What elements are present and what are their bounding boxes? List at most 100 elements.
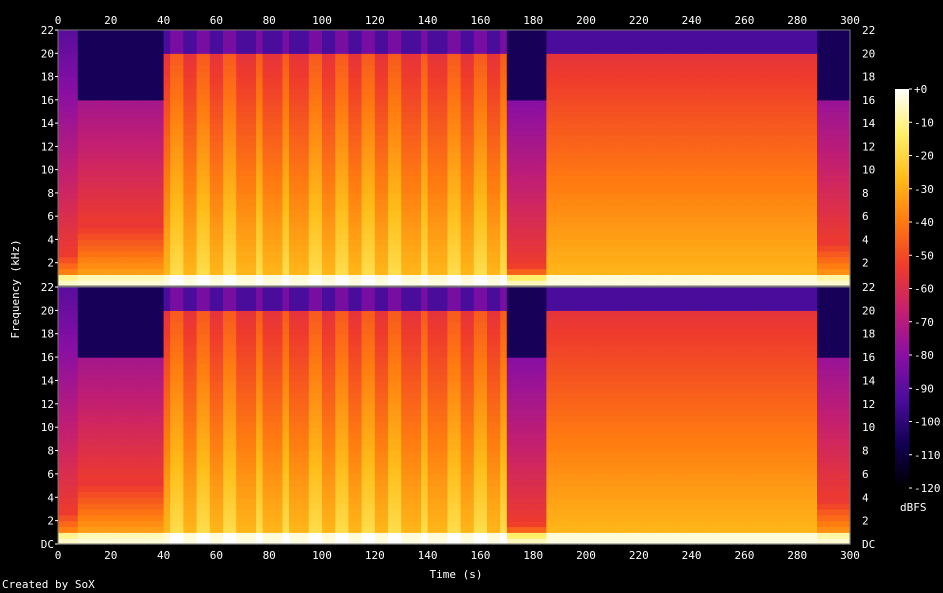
x-tick-label: 300	[840, 549, 860, 562]
y-tick-label: 14	[41, 117, 55, 130]
y-tick-label: 14	[862, 374, 876, 387]
colorbar-tick-label: -90	[914, 382, 934, 395]
x-tick-label: 240	[682, 549, 702, 562]
x-tick-label: 220	[629, 549, 649, 562]
colorbar-tick-label: -50	[914, 249, 934, 262]
x-tick-label: 20	[104, 14, 117, 27]
x-tick-label: 40	[157, 549, 170, 562]
y-tick-label: 18	[41, 328, 54, 341]
y-tick-label: 22	[41, 24, 54, 37]
y-tick-label: 10	[41, 421, 54, 434]
colorbar-tick-label: -100	[914, 416, 941, 429]
y-tick-label: 2	[47, 257, 54, 270]
colorbar-tick-label: -80	[914, 349, 934, 362]
y-tick-label: 22	[862, 24, 875, 37]
y-tick-label: 2	[862, 515, 869, 528]
x-tick-label: 140	[418, 14, 438, 27]
y-tick-label: 16	[862, 94, 875, 107]
x-tick-label: 280	[787, 549, 807, 562]
x-tick-label: 80	[263, 14, 276, 27]
y-tick-label: 4	[862, 491, 869, 504]
y-tick-label: 12	[41, 140, 54, 153]
x-axis-label: Time (s)	[430, 568, 483, 581]
y-tick-label: 6	[862, 210, 869, 223]
y-tick-label: 8	[862, 445, 869, 458]
y-tick-label: DC	[862, 538, 875, 551]
x-tick-label: 120	[365, 549, 385, 562]
x-tick-label: 160	[470, 14, 490, 27]
x-tick-label: 80	[263, 549, 276, 562]
y-tick-label: 6	[47, 210, 54, 223]
y-tick-label: 20	[41, 47, 54, 60]
y-tick-label: 22	[41, 281, 54, 294]
colorbar-tick-label: -70	[914, 316, 934, 329]
x-tick-label: 180	[523, 14, 543, 27]
colorbar-tick-label: -120	[914, 482, 941, 495]
x-tick-label: 200	[576, 14, 596, 27]
y-tick-label: 12	[41, 398, 54, 411]
y-tick-label: DC	[41, 538, 54, 551]
credit-text: Created by SoX	[2, 578, 95, 591]
y-tick-label: 18	[41, 71, 54, 84]
x-tick-label: 260	[734, 14, 754, 27]
x-tick-label: 180	[523, 549, 543, 562]
y-tick-label: 20	[41, 304, 54, 317]
colorbar-tick-label: -60	[914, 283, 934, 296]
y-tick-label: 4	[47, 233, 54, 246]
x-tick-label: 0	[55, 549, 62, 562]
y-tick-label: 16	[41, 351, 54, 364]
y-tick-label: 16	[862, 351, 875, 364]
y-tick-label: 12	[862, 398, 875, 411]
x-tick-label: 300	[840, 14, 860, 27]
y-tick-label: 2	[47, 515, 54, 528]
x-tick-label: 260	[734, 549, 754, 562]
y-tick-label: 6	[47, 468, 54, 481]
x-tick-label: 100	[312, 14, 332, 27]
y-tick-label: 14	[41, 374, 55, 387]
y-tick-label: 4	[47, 491, 54, 504]
x-tick-label: 100	[312, 549, 332, 562]
x-tick-label: 60	[210, 14, 223, 27]
colorbar-tick-label: -20	[914, 150, 934, 163]
y-tick-label: 20	[862, 304, 875, 317]
x-tick-label: 0	[55, 14, 62, 27]
x-tick-label: 160	[470, 549, 490, 562]
colorbar-tick-label: +0	[914, 83, 927, 96]
y-tick-label: 8	[862, 187, 869, 200]
x-tick-label: 200	[576, 549, 596, 562]
x-tick-label: 40	[157, 14, 170, 27]
y-tick-label: 18	[862, 328, 875, 341]
x-tick-label: 60	[210, 549, 223, 562]
y-tick-label: 20	[862, 47, 875, 60]
x-tick-label: 140	[418, 549, 438, 562]
y-tick-label: 14	[862, 117, 876, 130]
x-tick-label: 280	[787, 14, 807, 27]
colorbar-tick-label: -30	[914, 183, 934, 196]
y-tick-label: 8	[47, 187, 54, 200]
y-tick-label: 22	[862, 281, 875, 294]
colorbar-label: dBFS	[900, 501, 927, 514]
colorbar-tick-label: -10	[914, 116, 934, 129]
y-tick-label: 10	[862, 164, 875, 177]
x-tick-label: 120	[365, 14, 385, 27]
y-tick-label: 10	[41, 164, 54, 177]
channel-2-spectrogram	[58, 287, 851, 545]
x-tick-label: 220	[629, 14, 649, 27]
y-tick-label: 16	[41, 94, 54, 107]
colorbar-tick-label: -40	[914, 216, 934, 229]
y-axis-label: Frequency (kHz)	[9, 239, 22, 338]
y-tick-label: 2	[862, 257, 869, 270]
plot-frame-2	[57, 286, 851, 545]
y-tick-label: 18	[862, 71, 875, 84]
plot-frame-1	[57, 29, 851, 287]
colorbar-tick-label: -110	[914, 449, 941, 462]
y-tick-label: 12	[862, 140, 875, 153]
y-tick-label: 6	[862, 468, 869, 481]
channel-1-spectrogram	[58, 30, 851, 287]
x-tick-label: 20	[104, 549, 117, 562]
y-tick-label: 4	[862, 233, 869, 246]
y-tick-label: 10	[862, 421, 875, 434]
x-tick-label: 240	[682, 14, 702, 27]
colorbar	[895, 89, 909, 488]
